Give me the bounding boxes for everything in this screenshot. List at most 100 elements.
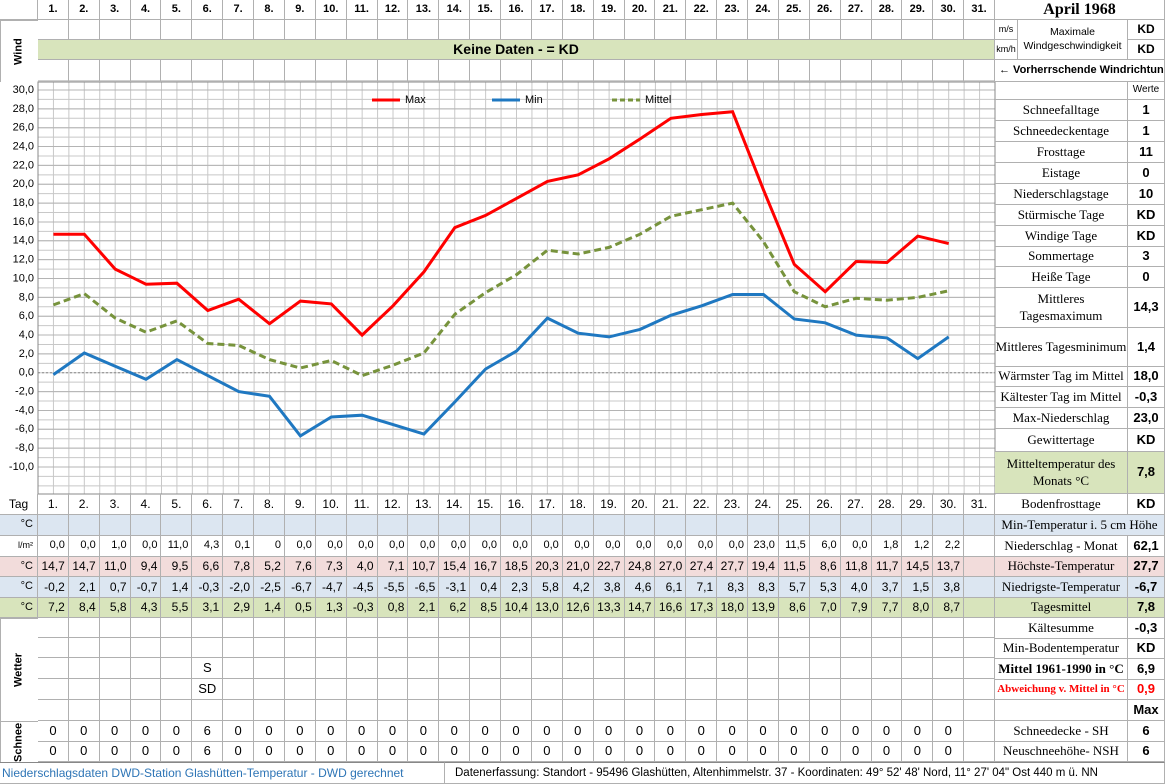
table-cell — [840, 515, 872, 536]
table-cell: 11,7 — [871, 557, 903, 577]
weather-cell — [470, 618, 502, 638]
weather-cell — [871, 638, 903, 658]
table-cell: 14,5 — [902, 557, 934, 577]
table-cell — [408, 515, 440, 536]
snow-cell: 0 — [778, 741, 810, 762]
day-header: 3. — [99, 494, 131, 515]
table-cell: -0,7 — [130, 577, 162, 598]
table-cell — [686, 515, 718, 536]
snow-cell: 0 — [408, 741, 440, 762]
stats-label: Höchste-Temperatur — [995, 557, 1128, 577]
weather-cell — [254, 638, 285, 658]
weather-cell — [284, 618, 316, 638]
weather-cell — [933, 700, 965, 721]
stats-value: 1,4 — [1128, 328, 1165, 367]
snow-cell: 0 — [686, 741, 718, 762]
day-header: 1. — [38, 0, 69, 20]
table-cell — [778, 515, 810, 536]
wind-max-label: Maximale Windgeschwindigkeit — [1018, 20, 1128, 60]
weather-cell — [38, 618, 69, 638]
weather-cell — [778, 679, 810, 700]
wind-cell — [346, 20, 378, 40]
day-header: 22. — [686, 494, 718, 515]
snow-cell: 0 — [562, 721, 594, 742]
stats-value: KD — [1128, 639, 1165, 659]
y-tick-label: -6,0 — [15, 423, 34, 435]
legend-label: Mittel — [645, 94, 671, 106]
table-cell — [593, 515, 625, 536]
table-cell: 0,0 — [840, 536, 872, 557]
stats-label: Bodenfrosttage — [995, 494, 1128, 515]
snow-cell: 0 — [933, 721, 965, 742]
day-header: 13. — [408, 494, 440, 515]
wind-cell — [748, 20, 779, 40]
table-cell: 8,6 — [809, 557, 841, 577]
table-cell: 11,0 — [99, 557, 131, 577]
table-cell: 2,3 — [501, 577, 532, 598]
wind-cell — [130, 60, 162, 82]
weather-cell — [161, 700, 193, 721]
table-cell: 8,3 — [748, 577, 779, 598]
legend-label: Max — [405, 94, 426, 106]
table-cell: 5,8 — [531, 577, 563, 598]
stats-value: KD — [1128, 226, 1165, 247]
table-cell: 14,7 — [624, 598, 656, 618]
snow-cell: 0 — [68, 741, 100, 762]
table-cell: 3,8 — [593, 577, 625, 598]
weather-cell — [562, 679, 594, 700]
weather-cell — [902, 679, 934, 700]
weather-cell — [593, 679, 625, 700]
wind-cell — [686, 20, 718, 40]
weather-cell — [840, 700, 872, 721]
table-cell: 1,5 — [902, 577, 934, 598]
y-tick-label: 24,0 — [13, 140, 34, 152]
weather-cell — [562, 700, 594, 721]
table-cell — [161, 515, 193, 536]
snow-cell: 0 — [840, 741, 872, 762]
weather-cell — [593, 700, 625, 721]
weather-cell — [717, 700, 749, 721]
weather-cell — [840, 638, 872, 658]
weather-cell — [748, 700, 779, 721]
weather-cell — [470, 679, 502, 700]
table-cell: -6,5 — [408, 577, 440, 598]
snow-cell: 0 — [99, 721, 131, 742]
stats-value: 1 — [1128, 100, 1165, 121]
day-header: 9. — [284, 494, 316, 515]
table-cell: 0,7 — [99, 577, 131, 598]
table-cell: 7,8 — [223, 557, 255, 577]
snow-cell: 0 — [254, 741, 285, 762]
weather-cell — [624, 638, 656, 658]
y-tick-label: 4,0 — [19, 329, 34, 341]
y-tick-label: 14,0 — [13, 235, 34, 247]
weather-cell — [130, 700, 162, 721]
day-header: 9. — [284, 0, 316, 20]
stats-label: Mittleres Tagesmaximum — [995, 288, 1128, 328]
table-cell: 4,3 — [130, 598, 162, 618]
wind-cell — [902, 20, 934, 40]
table-cell — [130, 515, 162, 536]
day-header: 28. — [871, 0, 903, 20]
weather-cell — [562, 658, 594, 679]
stats-label: Schneefalltage — [995, 100, 1128, 121]
table-cell: 24,8 — [624, 557, 656, 577]
day-header: 30. — [933, 0, 965, 20]
table-cell: 4,0 — [840, 577, 872, 598]
wind-cell — [377, 60, 409, 82]
weather-cell — [964, 638, 995, 658]
snow-cell: 0 — [655, 721, 687, 742]
table-cell: 8,3 — [717, 577, 749, 598]
day-header: 25. — [778, 494, 810, 515]
weather-cell — [593, 618, 625, 638]
y-tick-label: 16,0 — [13, 216, 34, 228]
day-header: 26. — [809, 494, 841, 515]
weather-cell — [840, 658, 872, 679]
table-cell: 7,3 — [315, 557, 347, 577]
day-header: 14. — [439, 494, 471, 515]
stats-value: 7,8 — [1128, 598, 1165, 618]
stats-label: Mitteltemperatur des Monats °C — [995, 452, 1128, 494]
stats-value: 14,3 — [1128, 288, 1165, 328]
table-cell — [562, 515, 594, 536]
table-cell — [531, 515, 563, 536]
